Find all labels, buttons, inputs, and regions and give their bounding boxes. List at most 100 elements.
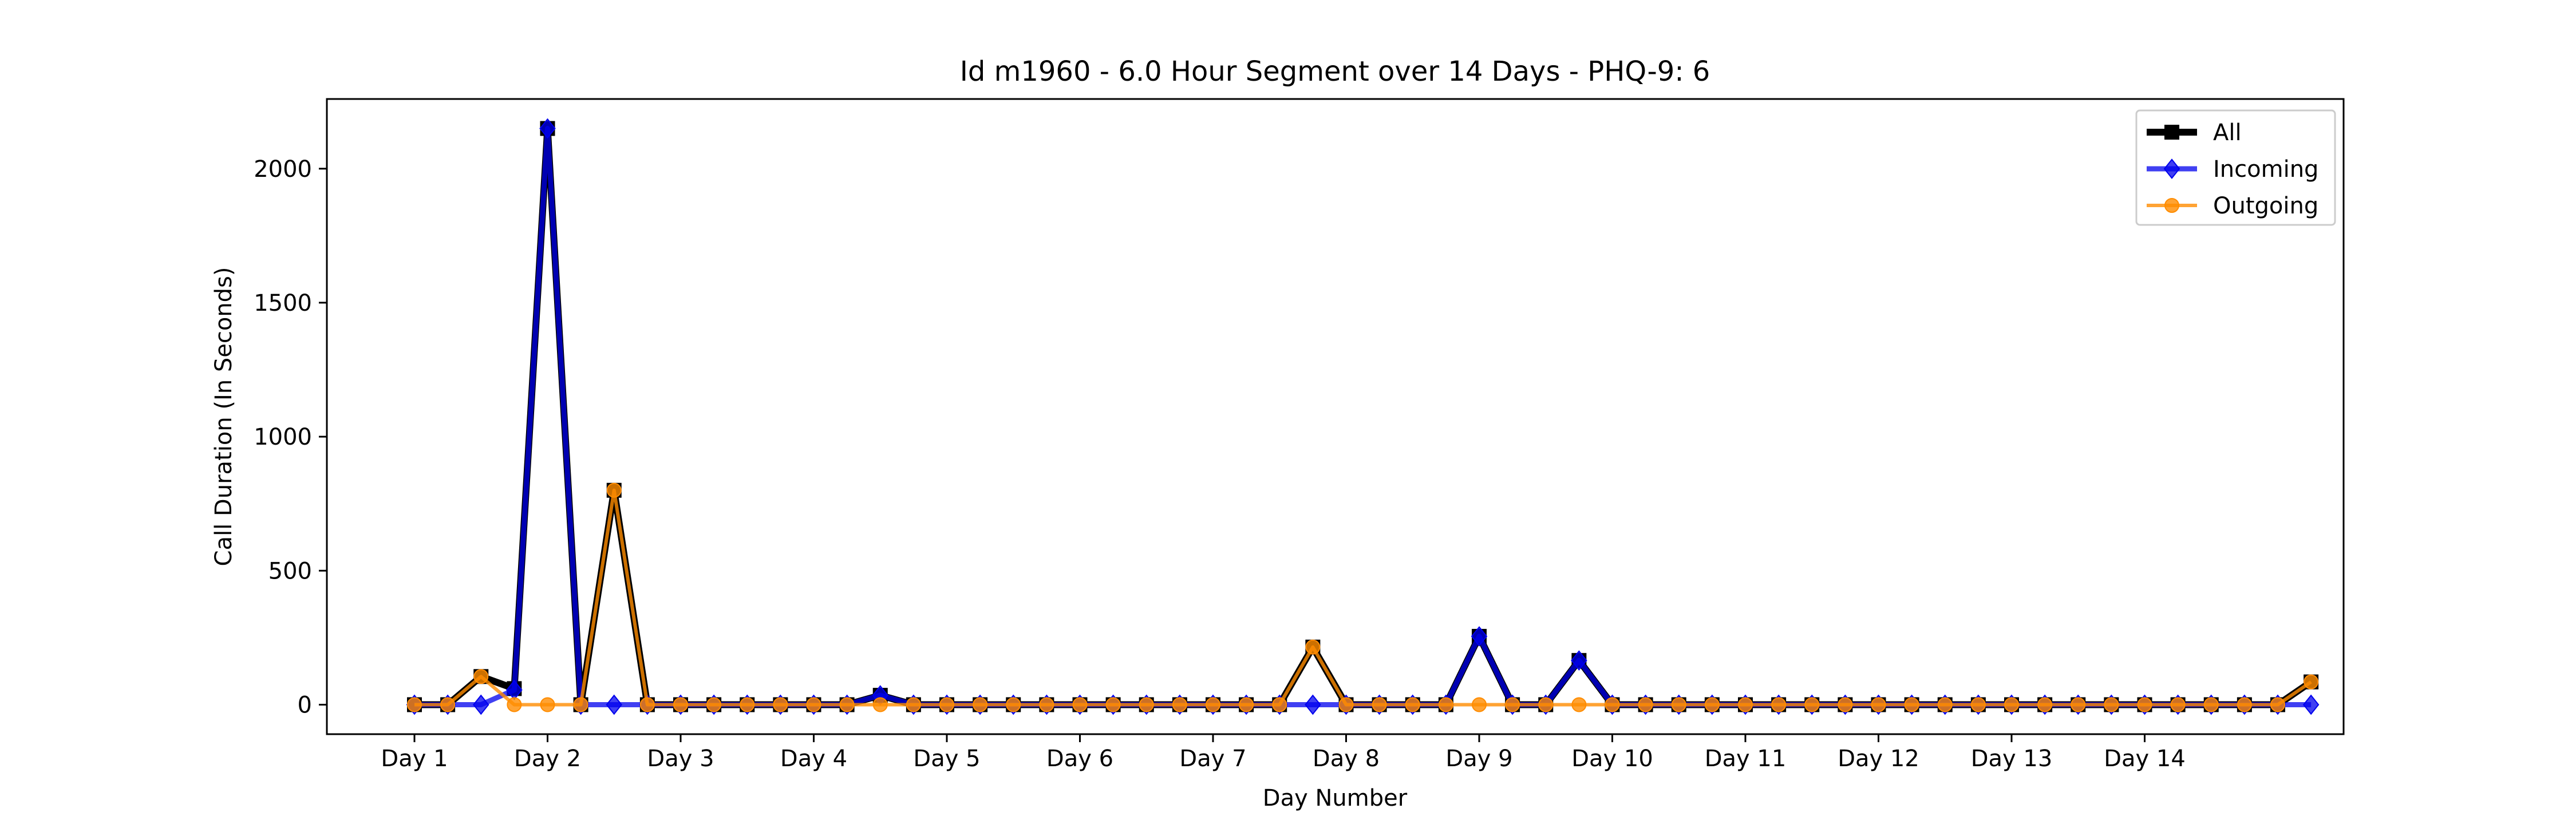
data-point <box>2237 697 2252 712</box>
data-point <box>1072 697 1088 712</box>
x-tick-label: Day 10 <box>1571 746 1653 772</box>
data-point <box>806 697 821 712</box>
data-point <box>1139 697 1154 712</box>
data-point <box>973 697 988 712</box>
data-point <box>1105 697 1121 712</box>
x-tick-label: Day 13 <box>1971 746 2053 772</box>
x-tick-label: Day 3 <box>647 746 714 772</box>
data-point <box>2137 697 2152 712</box>
legend-item: All <box>2147 120 2242 146</box>
data-point <box>1305 694 1321 715</box>
data-point <box>2104 697 2119 712</box>
data-point <box>1571 650 1587 671</box>
x-tick-label: Day 11 <box>1705 746 1787 772</box>
series-line <box>414 125 2313 708</box>
x-axis-label: Day Number <box>1263 785 1408 811</box>
y-tick-label: 2000 <box>254 156 312 183</box>
data-point <box>1704 697 1720 712</box>
legend-label: All <box>2213 120 2242 146</box>
legend-marker <box>2164 198 2179 213</box>
data-point <box>1272 697 1287 712</box>
data-point <box>2304 674 2319 690</box>
data-point <box>1871 697 1886 712</box>
data-point <box>472 694 489 715</box>
x-tick-label: Day 1 <box>381 746 448 772</box>
data-point <box>1505 697 1520 712</box>
series-outgoing <box>407 482 2319 712</box>
data-point <box>1006 697 1021 712</box>
series-layer <box>406 118 2320 715</box>
chart-title: Id m1960 - 6.0 Hour Segment over 14 Days… <box>960 56 1710 88</box>
legend-label: Incoming <box>2213 156 2318 183</box>
series-line <box>414 126 2312 707</box>
data-point <box>1039 697 1054 712</box>
data-point <box>773 697 788 712</box>
data-point <box>1172 697 1187 712</box>
y-axis-label: Call Duration (In Seconds) <box>211 267 237 566</box>
x-tick-label: Day 14 <box>2104 746 2186 772</box>
legend: All Incoming Outgoing <box>2135 109 2336 226</box>
data-point <box>1206 697 1220 712</box>
data-point <box>2071 697 2086 712</box>
data-point <box>2004 697 2019 712</box>
series-incoming <box>406 118 2320 715</box>
data-point <box>1638 697 1653 712</box>
data-point <box>440 697 456 712</box>
y-axis-ticks: 0 500 1000 1500 2000 <box>254 156 327 718</box>
legend-item: Outgoing <box>2147 193 2318 219</box>
data-point <box>2302 694 2320 715</box>
data-point <box>673 697 688 712</box>
legend-marker <box>2163 159 2180 179</box>
x-tick-label: Day 6 <box>1046 746 1113 772</box>
x-tick-label: Day 4 <box>780 746 847 772</box>
data-point <box>1904 697 1919 712</box>
data-point <box>1605 697 1620 712</box>
y-tick-label: 1500 <box>254 290 312 316</box>
data-point <box>906 697 921 712</box>
data-point <box>507 697 522 712</box>
data-point <box>1937 697 1953 712</box>
legend-item: Incoming <box>2147 156 2318 183</box>
data-point <box>1438 697 1453 712</box>
y-tick-label: 500 <box>268 558 312 584</box>
data-point <box>1239 697 1254 712</box>
data-point <box>1538 697 1554 712</box>
data-point <box>540 697 555 712</box>
x-tick-label: Day 12 <box>1838 746 1919 772</box>
data-point <box>1305 639 1321 655</box>
series-line <box>414 488 2312 707</box>
data-point <box>1338 697 1354 712</box>
y-tick-label: 1000 <box>254 424 312 450</box>
data-point <box>1838 697 1853 712</box>
data-point <box>539 118 556 139</box>
series-all <box>407 121 2319 712</box>
data-point <box>606 482 622 498</box>
x-tick-label: Day 5 <box>913 746 980 772</box>
legend-box <box>2135 109 2336 226</box>
data-point <box>473 669 489 684</box>
data-point <box>1671 697 1686 712</box>
data-point <box>1471 626 1488 647</box>
data-point <box>740 697 755 712</box>
data-point <box>1571 697 1587 712</box>
data-point <box>2037 697 2053 712</box>
legend-label: Outgoing <box>2213 193 2318 219</box>
data-point <box>1372 697 1387 712</box>
axes-frame <box>326 98 2345 735</box>
data-point <box>1738 697 1753 712</box>
data-point <box>1472 697 1487 712</box>
data-point <box>2270 697 2285 712</box>
legend-marker <box>2164 125 2179 140</box>
x-tick-label: Day 9 <box>1445 746 1512 772</box>
data-point <box>606 694 623 715</box>
data-point <box>407 697 422 712</box>
data-point <box>839 697 855 712</box>
data-point <box>872 697 888 712</box>
x-tick-label: Day 2 <box>514 746 581 772</box>
data-point <box>939 697 954 712</box>
data-point <box>2170 697 2186 712</box>
data-point <box>1405 697 1420 712</box>
x-tick-label: Day 7 <box>1179 746 1246 772</box>
x-axis-ticks: Day 1 Day 2 Day 3 Day 4 Day 5 Day 6 Day 7 Day 8… <box>381 734 2186 772</box>
